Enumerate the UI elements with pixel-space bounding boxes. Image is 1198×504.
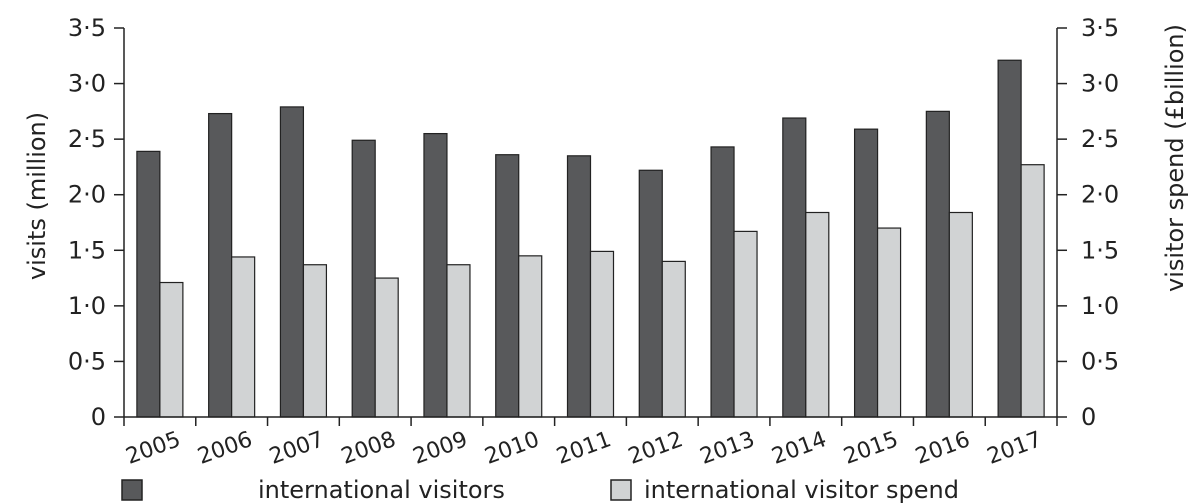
right-axis-title: visitor spend (£billion) [1161, 24, 1189, 292]
bar-spend-2017 [1020, 164, 1045, 418]
x-tick-label: 2007 [266, 427, 327, 470]
right-tick-label: 0·5 [1081, 347, 1119, 375]
x-tick-label: 2010 [482, 427, 543, 470]
right-tick-label: 1·5 [1081, 236, 1119, 264]
right-tick-label: 1·0 [1081, 292, 1119, 320]
legend-label-spend: international visitor spend [644, 476, 959, 504]
x-tick-label: 2005 [123, 427, 184, 470]
bar-spend-2009 [446, 264, 471, 418]
bar-spend-2005 [159, 281, 184, 418]
right-tick-label: 3·5 [1081, 14, 1119, 42]
legend: international visitors international vis… [121, 476, 959, 504]
bar-visitors-2013 [710, 146, 735, 418]
x-tick-label: 2008 [338, 427, 399, 470]
right-tick-label: 2·5 [1081, 125, 1119, 153]
bar-visitors-2008 [351, 139, 376, 418]
bar-spend-2006 [231, 256, 256, 418]
bar-spend-2015 [876, 227, 902, 418]
bar-spend-2016 [948, 211, 973, 418]
bars-layer [136, 59, 1045, 418]
bar-visitors-2011 [566, 155, 592, 418]
bar-spend-2012 [661, 260, 686, 418]
x-tick-label: 2014 [769, 427, 830, 470]
bar-visitors-2015 [853, 128, 879, 418]
x-tick-label: 2012 [625, 427, 686, 470]
bar-visitors-2014 [782, 117, 807, 418]
bar-visitors-2017 [997, 59, 1022, 418]
left-tick-label: 1·5 [68, 236, 106, 264]
bar-visitors-2005 [136, 150, 161, 418]
left-tick-label: 2·5 [68, 125, 106, 153]
left-tick-label: 3·5 [68, 14, 106, 42]
legend-label-visitors: international visitors [258, 476, 505, 504]
x-tick-label: 2013 [697, 427, 758, 470]
bar-visitors-2006 [208, 112, 233, 418]
bar-spend-2008 [374, 277, 399, 418]
bar-visitors-2016 [925, 110, 950, 418]
bar-spend-2014 [805, 211, 830, 418]
legend-swatch-spend [610, 479, 632, 501]
bar-visitors-2007 [279, 106, 305, 418]
bar-spend-2007 [302, 264, 328, 418]
x-tick-label: 2017 [984, 427, 1045, 470]
left-axis-title: visits (million) [23, 112, 51, 280]
bar-spend-2011 [589, 250, 615, 418]
x-tick-label: 2015 [840, 427, 901, 470]
left-tick-label: 1·0 [68, 292, 106, 320]
left-tick-label: 2·0 [68, 181, 106, 209]
right-tick-label: 2·0 [1081, 181, 1119, 209]
right-tick-label: 0 [1081, 403, 1096, 431]
bar-visitors-2010 [495, 154, 520, 418]
axes-layer [114, 27, 1067, 426]
bar-spend-2010 [518, 255, 543, 418]
bar-visitors-2009 [423, 132, 448, 418]
x-tick-label: 2006 [195, 427, 256, 470]
bar-visitors-2012 [638, 169, 663, 418]
left-tick-label: 3·0 [68, 70, 106, 98]
left-tick-label: 0 [91, 403, 106, 431]
legend-swatch-visitors [121, 479, 143, 501]
bar-spend-2013 [733, 230, 758, 418]
right-tick-label: 3·0 [1081, 70, 1119, 98]
left-tick-label: 0·5 [68, 347, 106, 375]
x-tick-label: 2011 [553, 427, 614, 470]
x-tick-label: 2016 [912, 427, 973, 470]
x-tick-label: 2009 [410, 427, 471, 470]
